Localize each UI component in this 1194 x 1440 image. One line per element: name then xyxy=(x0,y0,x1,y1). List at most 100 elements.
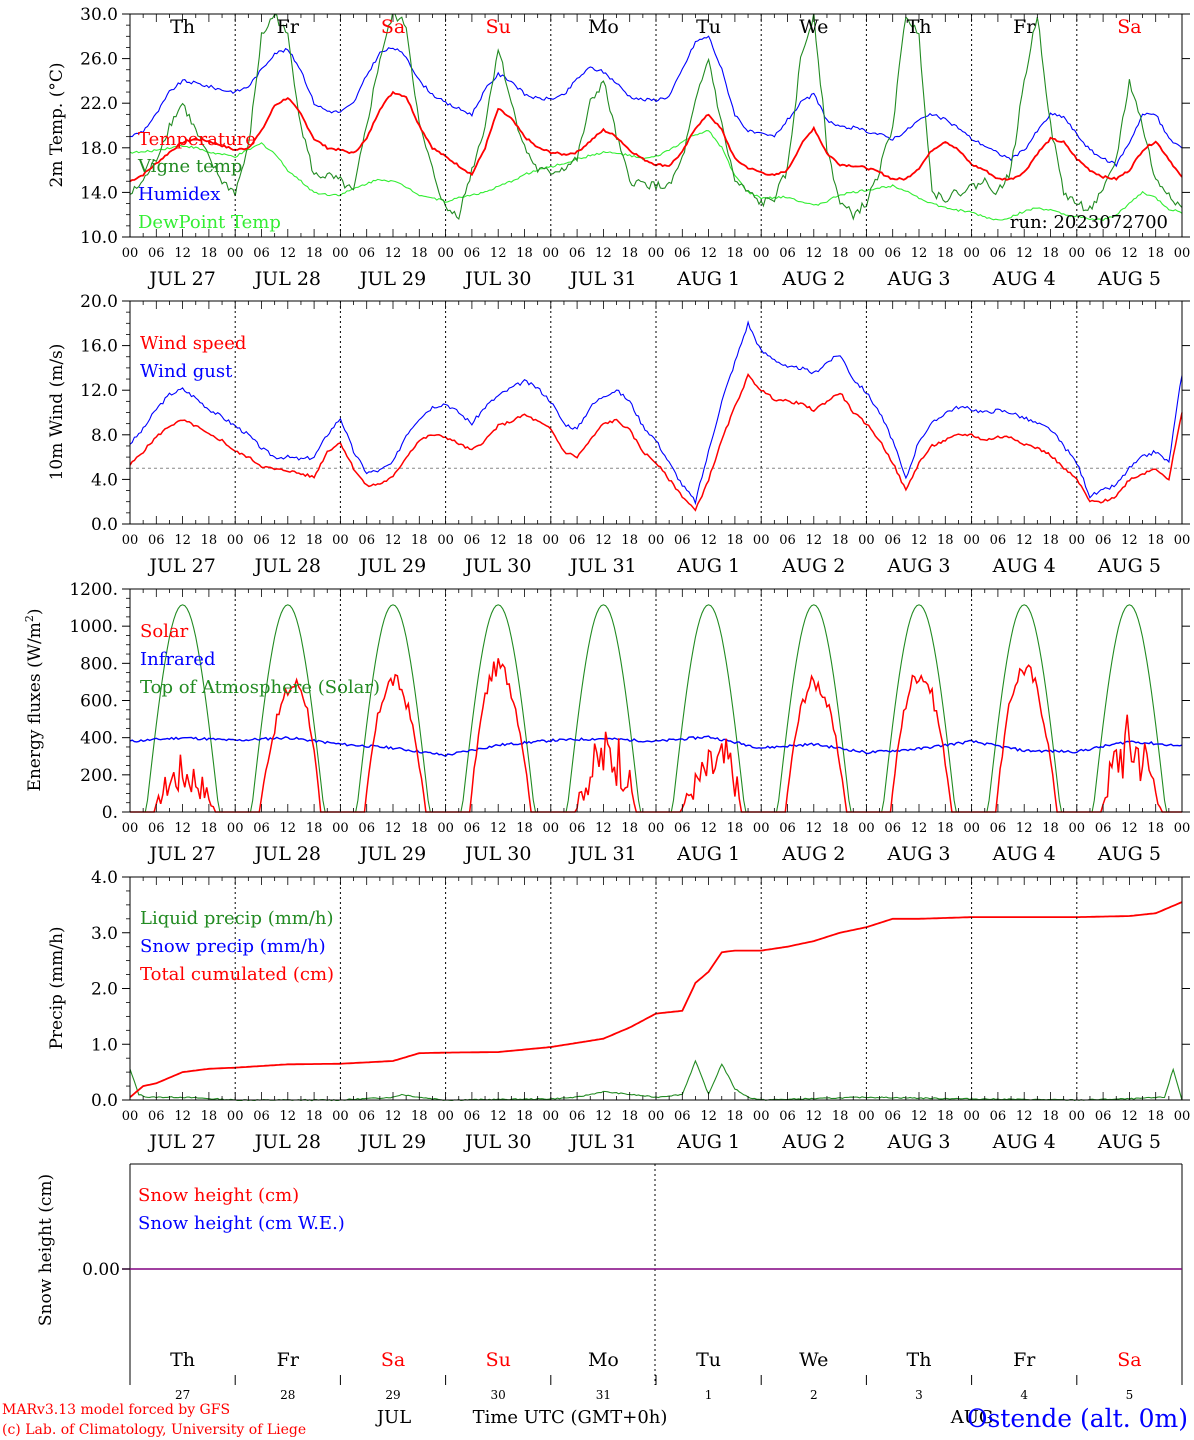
x-hour-label: 18 xyxy=(1147,1109,1164,1124)
x-hour-label: 06 xyxy=(779,821,796,836)
precip-panel: 0.0 1.0 2.0 3.0 4.0 00 06 12 18 00 06 12 18 00 06 12 18 0… xyxy=(47,868,1190,1153)
x-hour-label: 12 xyxy=(595,1109,612,1124)
x-day-label: JUL 29 xyxy=(358,555,426,577)
weekday-label: Su xyxy=(486,16,511,38)
x-hour-label: 06 xyxy=(884,533,901,548)
x-hour-label: 18 xyxy=(516,1109,533,1124)
wind-gust-line xyxy=(129,320,1183,506)
y-tick-label: 18.0 xyxy=(80,139,118,159)
x-hour-label: 12 xyxy=(911,246,928,261)
x-day-label: AUG 1 xyxy=(676,1131,740,1153)
x-hour-label: 00 xyxy=(1174,821,1191,836)
weekday-label: Mo xyxy=(588,16,619,38)
x-hour-label: 12 xyxy=(806,1109,823,1124)
x-hour-label: 00 xyxy=(543,533,560,548)
x-hour-label: 06 xyxy=(1095,246,1112,261)
weekday-label: Fr xyxy=(1013,16,1036,38)
station-name: Ostende (alt. 0m) xyxy=(967,1404,1188,1433)
x-hour-label: 06 xyxy=(253,1109,270,1124)
x-hour-label: 00 xyxy=(858,821,875,836)
copyright-credit: (c) Lab. of Climatology, University of L… xyxy=(2,1422,306,1438)
legend-snow-height-we: Snow height (cm W.E.) xyxy=(138,1213,345,1234)
x-day-label: AUG 3 xyxy=(886,843,950,865)
x-hour-label: 12 xyxy=(280,821,297,836)
month-label-aug: AUG xyxy=(950,1407,994,1428)
x-hour-label: 06 xyxy=(148,821,165,836)
snow-day-number: 29 xyxy=(385,1388,400,1402)
legend-solar: Solar xyxy=(140,621,189,642)
x-hour-label: 00 xyxy=(437,533,454,548)
x-hour-label: 00 xyxy=(1069,821,1086,836)
x-hour-label: 00 xyxy=(1069,1109,1086,1124)
x-hour-label: 00 xyxy=(753,246,770,261)
x-hour-label: 06 xyxy=(884,821,901,836)
precip-axis-label: Precip (mm/h) xyxy=(47,926,67,1049)
x-day-label: AUG 1 xyxy=(676,268,740,290)
x-day-label: JUL 30 xyxy=(463,268,531,290)
y-tick-label: 1200. xyxy=(69,580,118,600)
y-tick-label: 200. xyxy=(80,766,118,786)
x-hour-label: 12 xyxy=(595,246,612,261)
legend-humidex: Humidex xyxy=(138,184,220,205)
x-hour-label: 12 xyxy=(700,1109,717,1124)
x-hour-label: 00 xyxy=(437,246,454,261)
x-hour-label: 00 xyxy=(963,1109,980,1124)
x-hour-label: 06 xyxy=(674,246,691,261)
legend-total-cumulated: Total cumulated (cm) xyxy=(140,964,334,985)
snow-weekday-label: Tu xyxy=(696,1349,721,1371)
x-hour-label: 18 xyxy=(201,821,218,836)
y-tick-label: 3.0 xyxy=(91,924,118,944)
x-day-label: JUL 30 xyxy=(463,843,531,865)
y-tick-label: 600. xyxy=(80,692,118,712)
x-day-label: AUG 3 xyxy=(886,1131,950,1153)
x-hour-label: 12 xyxy=(911,533,928,548)
x-hour-label: 06 xyxy=(148,533,165,548)
x-hour-label: 12 xyxy=(700,821,717,836)
x-hour-label: 00 xyxy=(648,1109,665,1124)
x-hour-label: 18 xyxy=(411,533,428,548)
footer: MARv3.13 model forced by GFS (c) Lab. of… xyxy=(2,1402,1188,1438)
energy-axis-label: Energy fluxes (W/m2) xyxy=(23,608,45,791)
x-hour-label: 00 xyxy=(858,1109,875,1124)
x-day-label: JUL 29 xyxy=(358,843,426,865)
weekday-label: Fr xyxy=(277,16,300,38)
x-hour-label: 06 xyxy=(253,821,270,836)
x-day-label: JUL 29 xyxy=(358,1131,426,1153)
x-day-label: JUL 27 xyxy=(147,268,215,290)
x-hour-label: 00 xyxy=(1174,533,1191,548)
x-hour-label: 00 xyxy=(332,1109,349,1124)
x-hour-label: 06 xyxy=(569,246,586,261)
x-hour-label: 00 xyxy=(122,533,139,548)
legend-snow-precip: Snow precip (mm/h) xyxy=(140,936,326,957)
x-hour-label: 00 xyxy=(332,246,349,261)
x-hour-label: 00 xyxy=(1174,1109,1191,1124)
x-hour-label: 18 xyxy=(1147,246,1164,261)
x-hour-label: 12 xyxy=(490,821,507,836)
x-hour-label: 00 xyxy=(122,1109,139,1124)
x-hour-label: 12 xyxy=(595,533,612,548)
x-day-label: AUG 2 xyxy=(781,843,845,865)
x-hour-label: 18 xyxy=(411,246,428,261)
x-hour-label: 12 xyxy=(911,821,928,836)
x-hour-label: 12 xyxy=(280,246,297,261)
x-hour-label: 18 xyxy=(1042,246,1059,261)
x-hour-label: 18 xyxy=(306,246,323,261)
x-day-label: JUL 29 xyxy=(358,268,426,290)
x-day-label: AUG 5 xyxy=(1097,555,1161,577)
weekday-label: Sa xyxy=(1117,16,1141,38)
x-hour-label: 12 xyxy=(174,821,191,836)
x-day-label: JUL 30 xyxy=(463,555,531,577)
x-hour-label: 12 xyxy=(1016,246,1033,261)
snow-day-number: 31 xyxy=(596,1388,611,1402)
x-hour-label: 00 xyxy=(858,246,875,261)
x-hour-label: 00 xyxy=(227,821,244,836)
wind-axis-label: 10m Wind (m/s) xyxy=(47,344,67,481)
snow-day-number: 27 xyxy=(175,1388,190,1402)
x-hour-label: 00 xyxy=(753,533,770,548)
legend-wind-gust: Wind gust xyxy=(140,361,233,382)
x-hour-label: 12 xyxy=(174,533,191,548)
x-hour-label: 00 xyxy=(227,1109,244,1124)
x-hour-label: 00 xyxy=(963,533,980,548)
x-hour-label: 06 xyxy=(569,821,586,836)
